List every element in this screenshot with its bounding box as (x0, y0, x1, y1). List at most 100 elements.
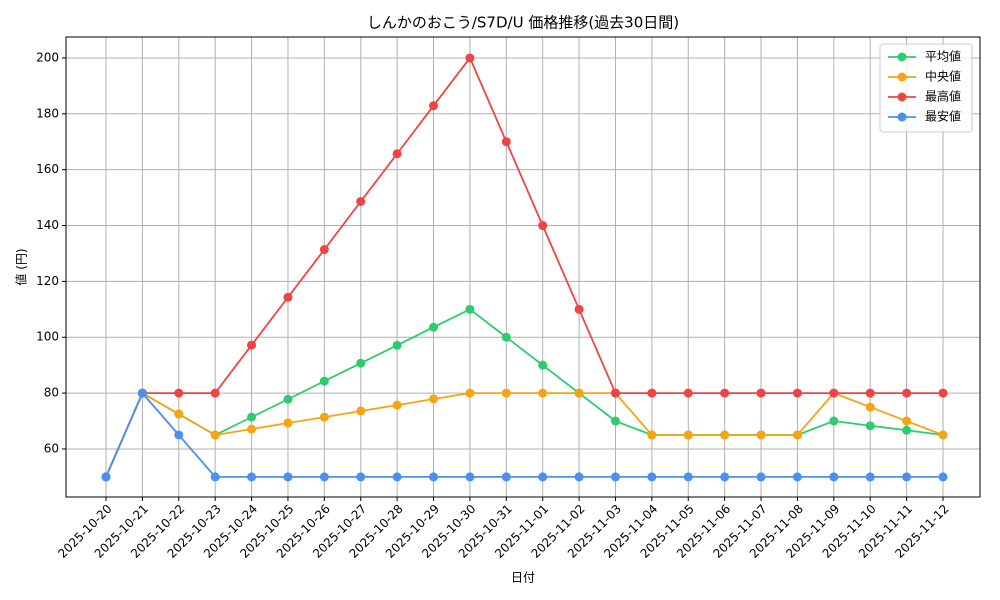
legend-marker (897, 72, 907, 82)
data-point (429, 394, 439, 404)
legend-label: 最高値 (925, 89, 961, 104)
data-point (283, 472, 293, 482)
data-point (247, 472, 257, 482)
y-tick-label: 100 (36, 330, 59, 344)
data-point (101, 472, 111, 482)
data-point (319, 472, 329, 482)
data-point (501, 388, 511, 398)
data-point (756, 388, 766, 398)
data-point (865, 472, 875, 482)
series-line (105, 56, 943, 478)
data-point (829, 472, 839, 482)
data-point (429, 322, 439, 332)
data-point (902, 388, 912, 398)
data-point (610, 416, 620, 426)
data-point (356, 472, 366, 482)
data-point (865, 421, 875, 431)
data-point (465, 53, 475, 63)
series-line (105, 308, 944, 478)
data-point (283, 394, 293, 404)
data-point (865, 402, 875, 412)
data-point (174, 409, 184, 419)
data-point (356, 406, 366, 416)
data-point (720, 472, 730, 482)
data-point (938, 472, 948, 482)
series (101, 304, 948, 482)
data-point (792, 472, 802, 482)
data-point (574, 304, 584, 314)
y-tick-label: 200 (36, 50, 59, 64)
x-axis-label: 日付 (511, 571, 535, 585)
data-point (938, 388, 948, 398)
data-point (247, 424, 257, 434)
data-point (465, 472, 475, 482)
data-point (683, 472, 693, 482)
legend-box (879, 43, 973, 133)
data-point (356, 197, 366, 207)
data-point (902, 416, 912, 426)
legend-label: 最安値 (925, 109, 961, 124)
data-point (574, 472, 584, 482)
y-tick-label: 60 (44, 441, 59, 455)
legend-marker (897, 92, 907, 102)
data-point (756, 430, 766, 440)
data-point (392, 400, 402, 410)
data-point (319, 376, 329, 386)
data-point (720, 430, 730, 440)
series (101, 388, 948, 482)
y-tick-label: 140 (36, 218, 59, 232)
data-point (392, 340, 402, 350)
data-point (829, 416, 839, 426)
series (101, 53, 948, 482)
data-point (683, 388, 693, 398)
data-point (792, 388, 802, 398)
data-point (283, 292, 293, 302)
data-point (647, 388, 657, 398)
data-point (210, 430, 220, 440)
series-line (105, 391, 944, 478)
y-tick-label: 80 (44, 386, 59, 400)
data-point (356, 358, 366, 368)
data-point (902, 472, 912, 482)
data-point (319, 245, 329, 255)
series-line (105, 391, 943, 478)
data-point (283, 418, 293, 428)
y-axis-label: 値 (円) (14, 248, 29, 285)
data-point (538, 388, 548, 398)
legend-label: 平均値 (925, 49, 961, 64)
data-point (137, 388, 147, 398)
data-point (392, 472, 402, 482)
data-point (902, 425, 912, 435)
legend-marker (897, 112, 907, 122)
y-tick-label: 120 (36, 274, 59, 288)
data-point (683, 430, 693, 440)
data-point (501, 137, 511, 147)
legend-label: 中央値 (925, 69, 961, 84)
data-point (756, 472, 766, 482)
data-point (647, 430, 657, 440)
data-point (610, 472, 620, 482)
data-point (174, 388, 184, 398)
data-point (174, 430, 184, 440)
data-point (647, 472, 657, 482)
data-point (501, 332, 511, 342)
data-point (247, 412, 257, 422)
data-point (429, 101, 439, 111)
chart-title: しんかのおこう/S7D/U 価格推移(過去30日間) (367, 14, 679, 32)
data-point (574, 388, 584, 398)
data-point (319, 412, 329, 422)
data-point (465, 388, 475, 398)
data-point (938, 430, 948, 440)
data-point (247, 340, 257, 350)
data-point (429, 472, 439, 482)
data-point (720, 388, 730, 398)
data-point (538, 360, 548, 370)
data-point (210, 472, 220, 482)
y-tick-label: 160 (36, 162, 59, 176)
legend-marker (897, 52, 907, 62)
data-point (792, 430, 802, 440)
plot-frame (65, 36, 981, 498)
data-point (829, 388, 839, 398)
